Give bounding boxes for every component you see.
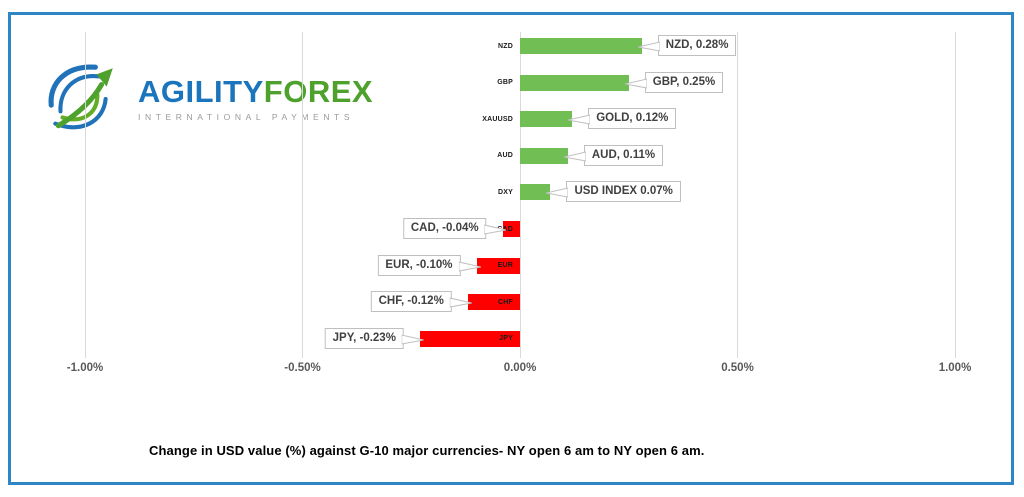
- bar-cad: [502, 221, 520, 237]
- data-label-callout-jpy: JPY, -0.23%: [324, 327, 424, 349]
- gridline: [737, 32, 738, 358]
- bar-chf: [467, 294, 520, 311]
- callout-pointer-icon: [484, 224, 507, 235]
- bar-eur: [476, 257, 520, 274]
- data-label-callout-cad: CAD, -0.04%: [402, 218, 507, 239]
- x-tick-label: -1.00%: [66, 362, 104, 374]
- chart-border-frame: [8, 12, 1014, 485]
- category-label-xauusd: XAUUSD: [482, 115, 513, 123]
- bar-dxy: [520, 184, 551, 201]
- category-label-cad: CAD: [497, 225, 513, 233]
- category-label-dxy: DXY: [498, 188, 513, 196]
- x-tick-label: 0.00%: [503, 362, 537, 374]
- bar-jpy: [419, 330, 520, 347]
- bar-xauusd: [520, 111, 573, 128]
- callout-pointer-icon: [546, 187, 569, 198]
- data-label-callout-eur: EUR, -0.10%: [377, 254, 481, 276]
- logo-text: AGILITYFOREX INTERNATIONAL PAYMENTS: [138, 73, 374, 122]
- data-label-text: GOLD, 0.12%: [596, 112, 669, 125]
- data-label-callout-aud: AUD, 0.11%: [563, 144, 664, 166]
- data-label-text: CAD, -0.04%: [410, 222, 479, 234]
- agilityforex-logo: AGILITYFOREX INTERNATIONAL PAYMENTS: [42, 58, 373, 140]
- callout-pointer-icon: [449, 297, 472, 308]
- callout-pointer-icon: [563, 151, 586, 162]
- data-label-text: USD INDEX 0.07%: [574, 185, 673, 198]
- callout-pointer-icon: [637, 41, 660, 52]
- category-label-gbp: GBP: [497, 79, 513, 87]
- data-label-callout-dxy: USD INDEX 0.07%: [546, 181, 681, 203]
- x-tick-label: 1.00%: [938, 362, 972, 374]
- data-label-callout-gbp: GBP, 0.25%: [624, 71, 724, 93]
- callout-pointer-icon: [458, 261, 481, 272]
- data-label-text: JPY, -0.23%: [332, 331, 396, 344]
- logo-word-agility: AGILITY: [138, 73, 264, 109]
- callout-pointer-icon: [568, 114, 591, 125]
- logo-wordmark: AGILITYFOREX: [138, 73, 374, 109]
- callout-pointer-icon: [624, 78, 647, 89]
- data-label-text: GBP, 0.25%: [652, 75, 716, 88]
- data-label-callout-xauusd: GOLD, 0.12%: [568, 108, 677, 130]
- bar-aud: [520, 147, 568, 164]
- data-label-callout-nzd: NZD, 0.28%: [637, 35, 737, 56]
- chart-title: Change in USD value (%) against G-10 maj…: [149, 443, 705, 458]
- category-label-jpy: JPY: [499, 335, 513, 343]
- gridline: [84, 32, 86, 358]
- logo-tagline: INTERNATIONAL PAYMENTS: [138, 111, 355, 122]
- x-tick-label: -0.50%: [284, 362, 321, 374]
- category-label-chf: CHF: [498, 298, 513, 306]
- data-label-callout-chf: CHF, -0.12%: [370, 291, 472, 313]
- gridline: [302, 32, 303, 358]
- category-label-eur: EUR: [497, 262, 513, 270]
- data-label-text: NZD, 0.28%: [665, 39, 729, 51]
- x-tick-label: 0.50%: [721, 362, 754, 374]
- data-label-text: AUD, 0.11%: [591, 148, 656, 161]
- category-label-nzd: NZD: [498, 42, 513, 50]
- callout-pointer-icon: [401, 334, 424, 345]
- data-label-text: EUR, -0.10%: [385, 258, 453, 271]
- bar-nzd: [520, 38, 642, 54]
- category-label-aud: AUD: [497, 152, 513, 160]
- data-label-text: CHF, -0.12%: [378, 295, 444, 308]
- logo-word-forex: FOREX: [263, 73, 374, 109]
- gridline: [954, 32, 956, 358]
- bar-gbp: [520, 74, 629, 91]
